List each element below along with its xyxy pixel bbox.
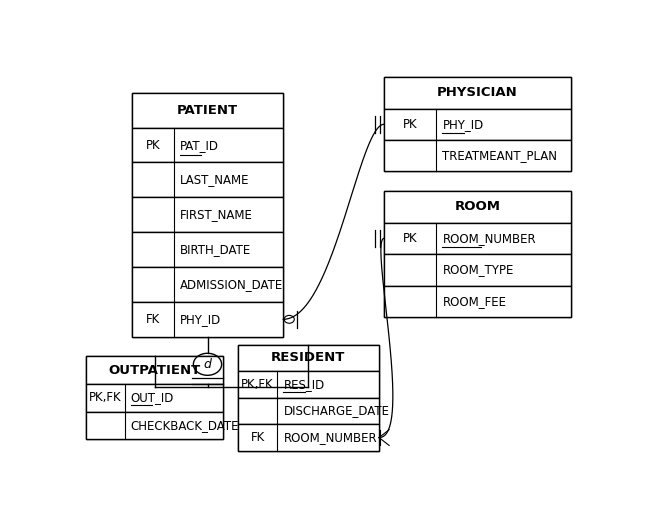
- Text: TREATMEANT_PLAN: TREATMEANT_PLAN: [443, 149, 557, 162]
- Bar: [384, 77, 571, 108]
- Text: PAT_ID: PAT_ID: [180, 138, 219, 152]
- Text: FK: FK: [251, 431, 265, 444]
- Text: RESIDENT: RESIDENT: [271, 352, 346, 364]
- Bar: [132, 93, 283, 128]
- Text: PHY_ID: PHY_ID: [180, 313, 221, 326]
- Bar: [384, 108, 571, 140]
- Bar: [132, 302, 283, 337]
- Text: FIRST_NAME: FIRST_NAME: [180, 208, 253, 221]
- Text: BIRTH_DATE: BIRTH_DATE: [180, 243, 251, 256]
- Bar: [87, 384, 223, 411]
- Text: PK: PK: [146, 138, 160, 152]
- Bar: [384, 191, 571, 223]
- Bar: [238, 371, 379, 398]
- Bar: [384, 140, 571, 172]
- Text: OUT_ID: OUT_ID: [131, 391, 174, 404]
- Text: ROOM_NUMBER: ROOM_NUMBER: [283, 431, 377, 444]
- Text: PHYSICIAN: PHYSICIAN: [437, 86, 518, 99]
- Bar: [87, 357, 223, 384]
- Bar: [384, 223, 571, 254]
- Bar: [132, 128, 283, 162]
- Text: PK,FK: PK,FK: [242, 378, 274, 391]
- Bar: [238, 398, 379, 424]
- Bar: [87, 357, 223, 439]
- Text: DISCHARGE_DATE: DISCHARGE_DATE: [283, 405, 389, 417]
- Bar: [238, 344, 379, 451]
- Bar: [384, 286, 571, 317]
- Bar: [384, 254, 571, 286]
- Text: ROOM_FEE: ROOM_FEE: [443, 295, 506, 308]
- Bar: [132, 197, 283, 232]
- Text: ROOM: ROOM: [454, 200, 501, 214]
- Bar: [132, 267, 283, 302]
- Text: PK: PK: [403, 118, 417, 131]
- Bar: [238, 344, 379, 371]
- Text: ADMISSION_DATE: ADMISSION_DATE: [180, 278, 284, 291]
- Bar: [132, 162, 283, 197]
- Text: FK: FK: [146, 313, 160, 326]
- Text: LAST_NAME: LAST_NAME: [180, 173, 250, 187]
- Bar: [384, 77, 571, 172]
- Text: d: d: [204, 358, 212, 371]
- Text: PK,FK: PK,FK: [89, 391, 122, 404]
- Bar: [384, 191, 571, 317]
- Text: RES_ID: RES_ID: [283, 378, 325, 391]
- Text: PHY_ID: PHY_ID: [443, 118, 484, 131]
- Text: PK: PK: [403, 232, 417, 245]
- Text: ROOM_TYPE: ROOM_TYPE: [443, 263, 514, 276]
- Bar: [238, 424, 379, 451]
- Text: PATIENT: PATIENT: [177, 104, 238, 117]
- Text: ROOM_NUMBER: ROOM_NUMBER: [443, 232, 536, 245]
- Bar: [87, 411, 223, 439]
- Bar: [132, 93, 283, 337]
- Text: OUTPATIENT: OUTPATIENT: [109, 364, 201, 377]
- Bar: [132, 232, 283, 267]
- Text: CHECKBACK_DATE: CHECKBACK_DATE: [131, 419, 239, 432]
